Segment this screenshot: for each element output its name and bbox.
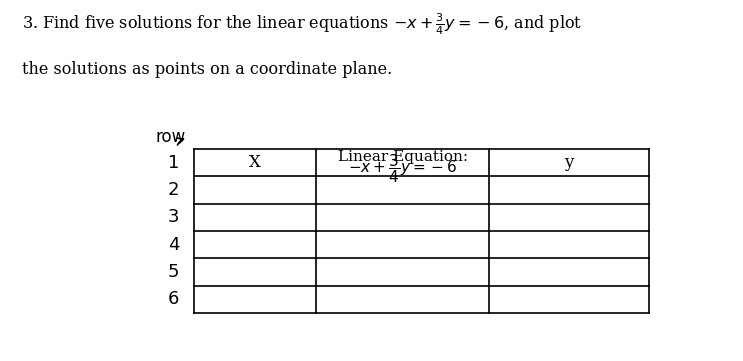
Text: 4: 4	[168, 236, 179, 254]
Text: Linear Equation:: Linear Equation:	[338, 149, 468, 164]
Text: $-x + \dfrac{3}{4}y = -6$: $-x + \dfrac{3}{4}y = -6$	[348, 152, 458, 185]
Text: 3: 3	[168, 208, 179, 226]
Text: 5: 5	[168, 263, 179, 281]
Text: 6: 6	[168, 290, 179, 308]
Text: the solutions as points on a coordinate plane.: the solutions as points on a coordinate …	[22, 61, 392, 78]
Text: 2: 2	[168, 181, 179, 199]
Text: 1: 1	[168, 154, 179, 171]
Text: X: X	[249, 154, 261, 171]
Text: row: row	[155, 128, 186, 146]
Text: y: y	[564, 154, 574, 171]
Text: 3. Find five solutions for the linear equations $-x + \frac{3}{4}y = -6$, and pl: 3. Find five solutions for the linear eq…	[22, 11, 583, 36]
